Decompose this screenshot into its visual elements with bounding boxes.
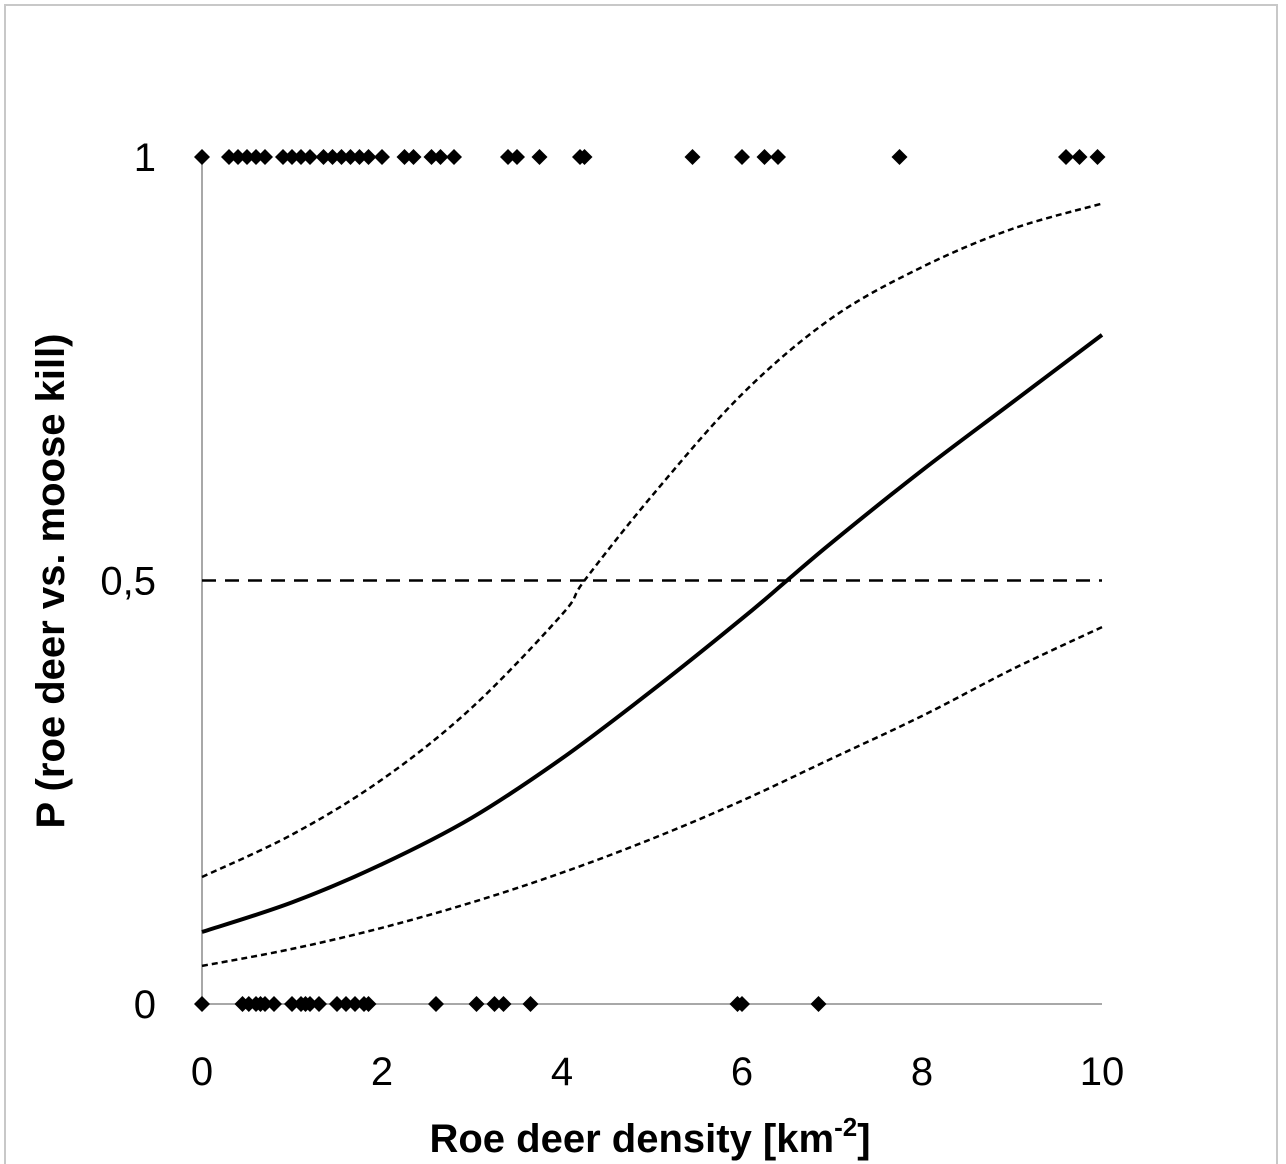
data-point [333, 149, 350, 165]
data-point [756, 149, 773, 165]
x-axis-title: Roe deer density [km-2] [429, 1112, 870, 1161]
data-point [239, 149, 255, 165]
data-point [248, 149, 264, 165]
x-tick-label: 6 [731, 1050, 753, 1094]
data-point [522, 996, 539, 1012]
data-point [284, 996, 300, 1012]
data-point [1089, 149, 1106, 165]
data-point [221, 149, 237, 165]
data-point [432, 149, 449, 165]
data-point [770, 149, 786, 165]
data-point [423, 149, 440, 165]
data-point [324, 149, 341, 165]
data-point [311, 996, 327, 1012]
data-point [257, 149, 273, 165]
data-point [428, 996, 444, 1012]
data-point [684, 149, 701, 165]
x-axis-title-text: Roe deer density [km [429, 1117, 834, 1161]
data-point [257, 996, 273, 1012]
data-point [347, 996, 363, 1012]
x-tick-label: 4 [551, 1050, 573, 1094]
data-point [500, 149, 516, 165]
y-tick-label: 1 [134, 136, 156, 180]
plot-area [194, 149, 1106, 1012]
y-tick-label: 0 [134, 983, 156, 1027]
data-point [531, 149, 548, 165]
confidence-bound-curve [201, 625, 1103, 968]
x-tick-label: 10 [1080, 1050, 1125, 1094]
data-point [230, 149, 246, 165]
data-point [734, 996, 750, 1012]
data-point [302, 996, 318, 1012]
data-point [194, 996, 210, 1012]
data-point [315, 149, 332, 165]
data-point [468, 996, 485, 1012]
y-tick-label: 0,5 [100, 560, 156, 604]
fitted-curve [201, 333, 1104, 934]
data-point [360, 996, 377, 1012]
data-point [495, 996, 512, 1012]
data-point [486, 996, 503, 1012]
data-point [405, 149, 422, 165]
data-point [891, 149, 908, 165]
tick-labels: 0 2 4 6 8 10 0 0,5 1 [100, 136, 1124, 1094]
data-point [1058, 149, 1074, 165]
data-point [446, 149, 462, 165]
data-point [284, 149, 300, 165]
data-point [351, 149, 368, 165]
data-point [396, 149, 413, 165]
data-point [194, 149, 210, 165]
data-point [266, 996, 282, 1012]
chart-frame [4, 4, 1278, 1164]
x-tick-label: 2 [371, 1050, 393, 1094]
data-point [810, 996, 827, 1012]
data-point [342, 149, 359, 165]
x-tick-label: 8 [911, 1050, 933, 1094]
data-point [293, 149, 309, 165]
x-axis-title-superscript: -2 [834, 1112, 857, 1142]
data-point [734, 149, 750, 165]
data-point [374, 149, 390, 165]
data-point [338, 996, 354, 1012]
confidence-bound-curve [201, 202, 1103, 879]
data-point [1071, 149, 1088, 165]
data-point [360, 149, 377, 165]
data-point [275, 149, 291, 165]
x-tick-label: 0 [191, 1050, 213, 1094]
y-axis-title: P (roe deer vs. moose kill) [29, 333, 73, 828]
x-axis-title-end: ] [857, 1117, 870, 1161]
data-point [509, 149, 525, 165]
data-point [329, 996, 345, 1012]
data-point [576, 149, 593, 165]
data-point [302, 149, 318, 165]
